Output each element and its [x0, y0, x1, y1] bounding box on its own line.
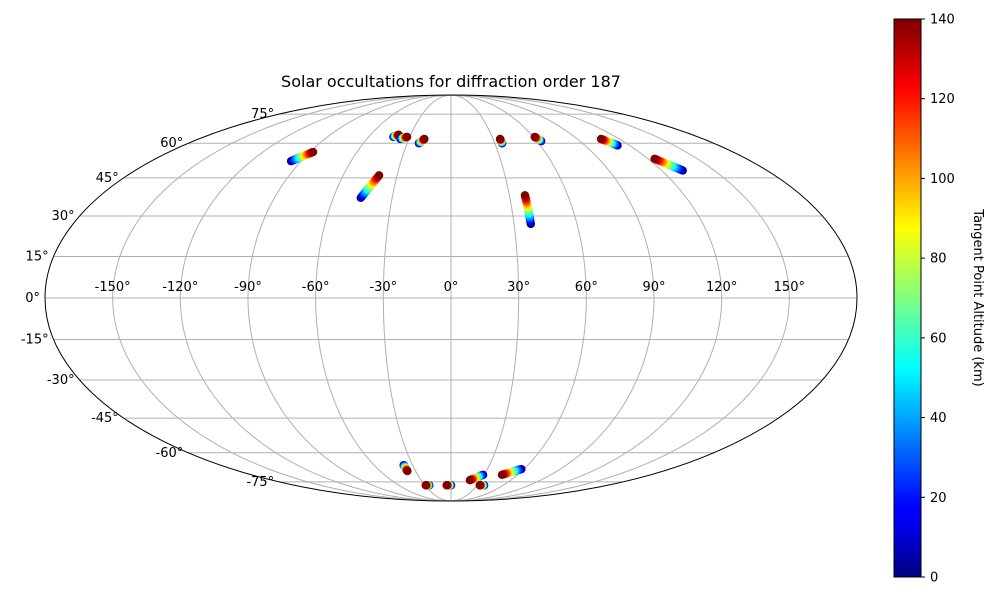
- data-point: [308, 147, 318, 157]
- lon-tick-label: 0°: [444, 280, 459, 295]
- lat-tick-label: -30°: [47, 373, 75, 388]
- data-point: [650, 154, 659, 164]
- occultation-track: [650, 154, 687, 175]
- data-point: [495, 134, 505, 144]
- colorbar-ticks: 0 20 40 60 80 100 120 140: [921, 13, 955, 586]
- colorbar-tick-label: 140: [930, 13, 955, 28]
- data-point: [475, 481, 484, 490]
- lat-tick-label: 45°: [96, 171, 119, 186]
- occultation-track: [475, 481, 489, 490]
- lon-tick-label: -60°: [302, 280, 330, 295]
- data-point: [421, 481, 430, 490]
- colorbar-tick-label: 120: [930, 92, 955, 107]
- data-point: [374, 171, 384, 180]
- occultation-track: [356, 171, 384, 203]
- lon-tick-label: -150°: [95, 280, 131, 295]
- colorbar-tick-label: 80: [930, 252, 947, 267]
- occultation-track: [414, 134, 429, 148]
- chart-title: Solar occultations for diffraction order…: [281, 72, 621, 91]
- graticule-grid: [45, 95, 857, 501]
- occultation-track: [495, 134, 507, 148]
- latitude-tick-labels: -75° -60° -45° -30° -15° 0° 15° 30° 45° 60° 75°: [21, 107, 274, 490]
- data-point: [520, 191, 530, 200]
- data-point: [596, 134, 606, 144]
- data-point: [497, 470, 507, 480]
- lon-tick-label: 120°: [706, 280, 737, 295]
- lat-tick-label: 15°: [26, 249, 49, 264]
- lat-tick-label: -45°: [91, 411, 119, 426]
- lat-tick-label: 60°: [160, 136, 183, 151]
- occultation-track: [442, 481, 456, 490]
- lat-tick-label: -75°: [246, 475, 274, 490]
- occultation-track: [530, 132, 546, 146]
- occultation-track: [286, 147, 318, 166]
- longitude-tick-labels: -150° -120° -90° -60° -30° 0° 30° 60° 90° 120° 150…: [95, 280, 805, 295]
- occultation-track: [596, 134, 622, 150]
- lon-tick-label: -120°: [162, 280, 198, 295]
- lat-tick-label: 0°: [25, 291, 40, 306]
- data-point: [402, 132, 412, 142]
- colorbar-tick-label: 20: [930, 491, 947, 506]
- occultation-track: [520, 191, 535, 229]
- lon-tick-label: 150°: [774, 280, 805, 295]
- data-point: [403, 466, 412, 476]
- colorbar-tick-label: 40: [930, 411, 947, 426]
- colorbar-tick-label: 60: [930, 331, 947, 346]
- data-point: [420, 134, 429, 144]
- occultation-points: [286, 130, 687, 490]
- lat-tick-label: -15°: [21, 333, 49, 348]
- occultation-track: [396, 132, 412, 144]
- lon-tick-label: 90°: [642, 280, 665, 295]
- occultation-track: [465, 470, 488, 485]
- data-point: [465, 476, 475, 485]
- data-point: [530, 132, 539, 142]
- occultation-track: [497, 464, 526, 480]
- colorbar-label: Tangent Point Altitude (km): [970, 208, 985, 386]
- occultation-track: [421, 481, 434, 490]
- data-point: [442, 481, 451, 490]
- colorbar-tick-label: 0: [930, 571, 938, 586]
- lon-tick-label: -90°: [234, 280, 262, 295]
- colorbar: [893, 18, 922, 578]
- lat-tick-label: 30°: [52, 209, 75, 224]
- lon-tick-label: 30°: [507, 280, 530, 295]
- lon-tick-label: 60°: [575, 280, 598, 295]
- lon-tick-label: -30°: [369, 280, 397, 295]
- colorbar-tick-label: 100: [930, 172, 955, 187]
- lat-tick-label: 75°: [251, 107, 274, 122]
- lat-tick-label: -60°: [156, 446, 184, 461]
- occultation-track: [399, 461, 412, 476]
- map-boundary: [44, 94, 858, 502]
